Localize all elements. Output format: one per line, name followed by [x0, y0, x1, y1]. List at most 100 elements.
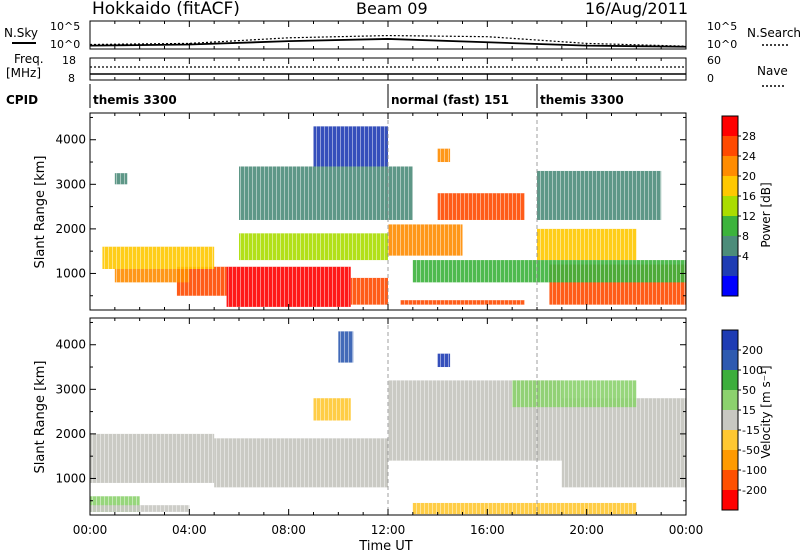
power-colorbar-label: 28	[742, 130, 756, 143]
velocity-cell-texture	[412, 502, 488, 515]
velocity-colorbar-cell	[722, 330, 738, 350]
date-label: 16/Aug/2011	[585, 0, 688, 18]
velocity-colorbar-label: 200	[742, 344, 763, 357]
velocity-colorbar-cell	[722, 410, 738, 430]
power-colorbar-label: 4	[742, 250, 749, 263]
y-tick-label: 3000	[55, 177, 86, 191]
x-tick-label: 00:00	[669, 523, 704, 537]
power-cell-texture	[388, 224, 463, 256]
x-tick-label: 16:00	[470, 523, 505, 537]
freq-tick-top: 18	[62, 54, 76, 67]
velocity-cell-texture	[90, 505, 190, 512]
cpid-segment-label: themis 3300	[540, 93, 624, 107]
axes-layer: 1000 2000 3000 4000 1000 2000 3000 4000 00:00 04:…	[55, 21, 703, 537]
power-colorbar-cell	[722, 136, 738, 156]
power-cell-texture	[102, 246, 215, 269]
power-colorbar-cell	[722, 236, 738, 256]
velocity-colorbar: 200 100 50 15 -15 -50 -100 -200	[721, 329, 767, 511]
y-tick-label: 1000	[55, 471, 86, 485]
velocity-colorbar-label: Velocity [m s⁻¹]	[759, 365, 773, 458]
velocity-colorbar-frame	[721, 329, 739, 511]
velocity-cell-texture	[313, 398, 351, 421]
power-colorbar-label: 24	[742, 150, 756, 163]
y-tick-label: 4000	[55, 338, 86, 352]
power-colorbar: 28 24 20 16 12 8 4	[721, 115, 756, 297]
counts-tick-right-bottom: 10^0	[707, 38, 737, 51]
x-axis-label: Time UT	[358, 539, 412, 554]
velocity-colorbar-label: 100	[742, 364, 763, 377]
power-cell-texture	[114, 268, 190, 283]
freq-label: Freq.	[14, 52, 44, 66]
velocity-colorbar-label: -50	[742, 444, 760, 457]
nave-tick-bottom: 0	[707, 72, 714, 85]
x-tick-label: 12:00	[371, 523, 406, 537]
velocity-colorbar-cell	[722, 450, 738, 470]
y-tick-label: 2000	[55, 222, 86, 236]
y-tick-label: 3000	[55, 382, 86, 396]
x-tick-label: 04:00	[172, 523, 207, 537]
power-cell-texture	[226, 266, 351, 307]
x-tick-label: 00:00	[73, 523, 108, 537]
velocity-colorbar-label: 50	[742, 384, 756, 397]
velocity-colorbar-label: -100	[742, 464, 767, 477]
cpid-segments: themis 3300 normal (fast) 151 themis 3300	[89, 84, 624, 108]
power-colorbar-label: 20	[742, 170, 756, 183]
power-cell-texture	[412, 260, 686, 283]
cpid-segment-label: themis 3300	[93, 93, 177, 107]
velocity-colorbar-cell	[722, 490, 738, 510]
power-ylabel: Slant Range [km]	[33, 156, 48, 269]
power-colorbar-label: 16	[742, 190, 756, 203]
velocity-ylabel: Slant Range [km]	[33, 361, 48, 474]
velocity-cell-texture	[90, 433, 215, 483]
cpid-segment-label: normal (fast) 151	[391, 93, 509, 107]
x-tick-label: 20:00	[569, 523, 604, 537]
velocity-cell-texture	[214, 438, 388, 488]
velocity-cell-texture	[338, 331, 354, 363]
velocity-colorbar-cell	[722, 370, 738, 390]
y-tick-label: 1000	[55, 266, 86, 280]
power-colorbar-cell	[722, 216, 738, 236]
nave-tick-top: 60	[707, 54, 721, 67]
counts-tick-left-top: 10^5	[50, 20, 80, 33]
power-cell-texture	[537, 170, 662, 220]
y-tick-label: 2000	[55, 427, 86, 441]
y-tick-label: 4000	[55, 133, 86, 147]
power-heatmap	[102, 113, 686, 310]
power-cell-texture	[350, 277, 388, 305]
nave-label: Nave	[757, 64, 788, 78]
power-colorbar-cell	[722, 256, 738, 276]
velocity-cell-texture	[561, 398, 686, 488]
velocity-colorbar-cell	[722, 430, 738, 450]
velocity-cell-texture	[512, 380, 637, 408]
power-colorbar-cell	[722, 176, 738, 196]
power-cell-texture	[437, 148, 451, 163]
power-cell-texture	[239, 233, 388, 261]
power-colorbar-label: 12	[742, 210, 756, 223]
power-cell-texture	[400, 300, 525, 305]
velocity-heatmap	[90, 318, 686, 515]
power-colorbar-cell	[722, 196, 738, 216]
x-tick-label: 08:00	[271, 523, 306, 537]
power-colorbar-cell	[722, 116, 738, 136]
velocity-colorbar-cell	[722, 350, 738, 370]
velocity-colorbar-cell	[722, 390, 738, 410]
power-colorbar-label: Power [dB]	[759, 182, 773, 247]
counts-tick-right-top: 10^5	[707, 20, 737, 33]
power-cell-texture	[313, 126, 388, 167]
nsky-label: N.Sky	[4, 26, 38, 40]
power-cell-texture	[239, 166, 413, 220]
beam-label: Beam 09	[356, 0, 428, 18]
velocity-cell-texture	[437, 353, 451, 368]
freq-tick-bottom: 8	[68, 72, 75, 85]
cpid-label: CPID	[6, 93, 38, 107]
freq-units-label: [MHz]	[6, 66, 41, 80]
power-colorbar-frame	[721, 115, 739, 297]
power-colorbar-label: 8	[742, 230, 749, 243]
velocity-colorbar-cell	[722, 470, 738, 490]
counts-tick-left-bottom: 10^0	[50, 38, 80, 51]
power-cell-texture	[114, 173, 128, 185]
velocity-colorbar-label: 15	[742, 404, 756, 417]
power-cell-texture	[537, 228, 637, 261]
power-cell-texture	[437, 193, 525, 220]
